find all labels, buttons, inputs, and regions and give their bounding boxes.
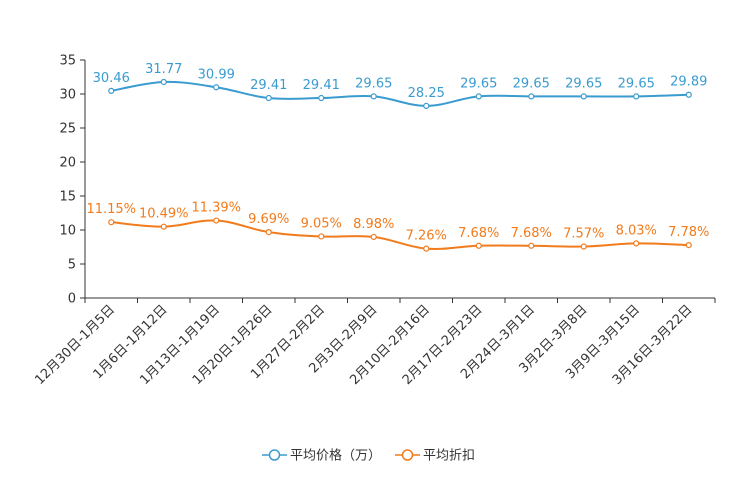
data-label: 29.41 xyxy=(303,78,340,93)
legend-label: 平均价格（万） xyxy=(290,448,381,464)
legend-marker-icon xyxy=(268,449,281,461)
data-point[interactable] xyxy=(213,217,220,224)
data-label: 7.78% xyxy=(668,225,709,240)
data-label: 8.03% xyxy=(616,223,657,238)
data-label: 29.65 xyxy=(355,76,392,91)
data-point[interactable] xyxy=(108,87,115,94)
data-point[interactable] xyxy=(370,233,377,241)
y-tick-label: 5 xyxy=(68,258,76,273)
data-point[interactable] xyxy=(685,241,692,249)
data-label: 29.65 xyxy=(460,76,497,91)
y-tick-label: 25 xyxy=(59,122,76,137)
data-label: 29.65 xyxy=(513,76,550,91)
legend-marker-icon xyxy=(401,449,414,461)
data-label: 9.05% xyxy=(301,216,342,231)
legend-item[interactable]: 平均价格（万） xyxy=(262,448,381,464)
data-label: 28.25 xyxy=(408,86,445,101)
data-point[interactable] xyxy=(423,102,430,110)
data-label: 31.77 xyxy=(145,62,182,77)
data-point[interactable] xyxy=(528,93,535,100)
data-label: 11.39% xyxy=(191,201,241,216)
series-layer: 30.46 31.77 30.99 29.41 29.41 29.65 28.25 29.65… xyxy=(86,62,709,252)
y-tick-label: 15 xyxy=(59,190,76,205)
data-point[interactable] xyxy=(633,93,640,100)
data-point[interactable] xyxy=(423,245,430,252)
data-point[interactable] xyxy=(580,93,587,100)
legend[interactable]: 平均价格（万） 平均折扣 xyxy=(262,448,475,464)
y-axis: 0 5 10 15 20 25 30 35 xyxy=(59,54,86,307)
legend-label: 平均折扣 xyxy=(423,449,475,464)
data-point[interactable] xyxy=(160,223,167,230)
data-label: 7.68% xyxy=(458,226,499,241)
data-label: 10.49% xyxy=(139,207,189,222)
series-line xyxy=(111,80,689,107)
data-label: 29.89 xyxy=(670,75,707,90)
data-point[interactable] xyxy=(528,242,535,249)
series-line xyxy=(111,219,689,250)
data-point[interactable] xyxy=(370,93,377,100)
data-point[interactable] xyxy=(160,78,167,86)
data-point[interactable] xyxy=(580,243,587,250)
data-label: 7.68% xyxy=(511,226,552,241)
y-tick-label: 10 xyxy=(59,224,76,239)
y-tick-label: 35 xyxy=(59,54,76,69)
data-point[interactable] xyxy=(633,240,640,247)
data-label: 8.98% xyxy=(353,217,394,232)
data-point[interactable] xyxy=(685,91,692,98)
data-label: 7.26% xyxy=(406,229,447,244)
data-point[interactable] xyxy=(108,219,115,226)
data-point[interactable] xyxy=(265,229,272,236)
data-point[interactable] xyxy=(475,93,482,100)
data-label: 30.99 xyxy=(198,67,235,82)
data-label: 7.57% xyxy=(563,227,604,242)
legend-item[interactable]: 平均折扣 xyxy=(395,449,475,464)
y-tick-label: 20 xyxy=(59,156,76,171)
data-label: 9.69% xyxy=(248,212,289,227)
data-point[interactable] xyxy=(265,94,272,102)
y-tick-label: 30 xyxy=(59,88,76,103)
data-point[interactable] xyxy=(475,242,482,249)
x-axis: 12月30日-1月5日1月6日-1月12日1月13日-1月19日1月20日-1月… xyxy=(32,297,716,388)
y-tick-label: 0 xyxy=(68,292,76,307)
data-point[interactable] xyxy=(318,233,325,240)
data-label: 30.46 xyxy=(93,71,130,86)
data-label: 11.15% xyxy=(86,202,136,217)
data-label: 29.65 xyxy=(618,76,655,91)
data-label: 29.41 xyxy=(250,78,287,93)
data-label: 29.65 xyxy=(565,76,602,91)
data-point[interactable] xyxy=(318,94,325,102)
data-point[interactable] xyxy=(213,84,220,91)
